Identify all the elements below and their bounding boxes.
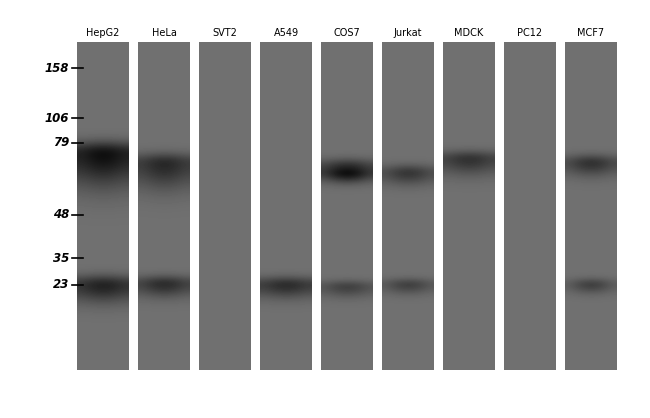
Text: SVT2: SVT2 bbox=[213, 28, 237, 38]
Text: HeLa: HeLa bbox=[151, 28, 176, 38]
Text: Jurkat: Jurkat bbox=[394, 28, 422, 38]
Text: 48: 48 bbox=[53, 209, 69, 222]
Text: 158: 158 bbox=[45, 61, 69, 74]
Text: 79: 79 bbox=[53, 137, 69, 150]
Text: 23: 23 bbox=[53, 278, 69, 291]
Text: MDCK: MDCK bbox=[454, 28, 484, 38]
Text: 106: 106 bbox=[45, 112, 69, 125]
Text: HepG2: HepG2 bbox=[86, 28, 120, 38]
Text: A549: A549 bbox=[274, 28, 298, 38]
Text: COS7: COS7 bbox=[333, 28, 360, 38]
Text: PC12: PC12 bbox=[517, 28, 543, 38]
Text: MCF7: MCF7 bbox=[577, 28, 605, 38]
Text: 35: 35 bbox=[53, 252, 69, 265]
